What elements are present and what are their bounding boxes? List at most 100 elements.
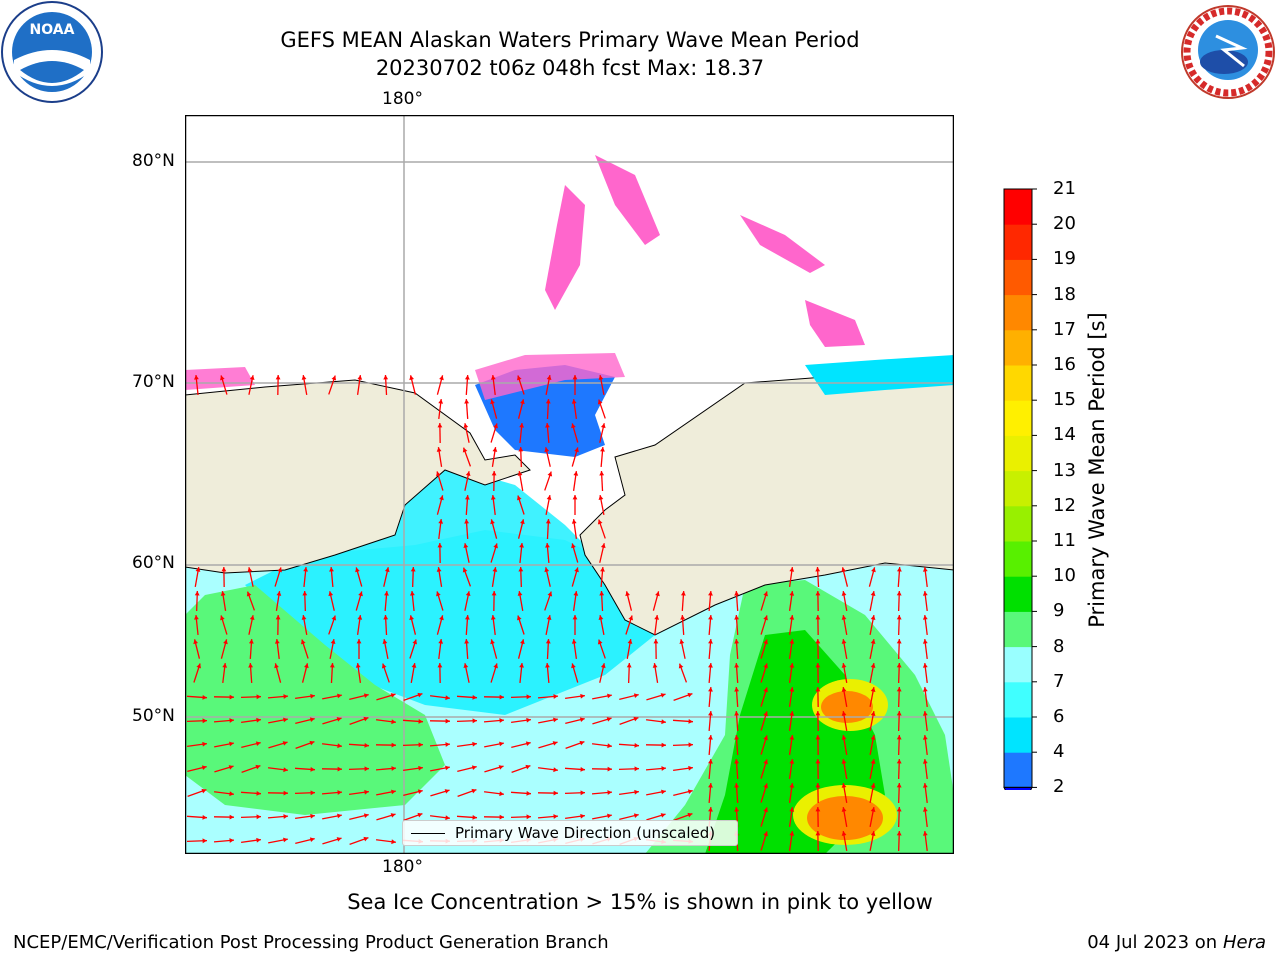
colorbar-tick-label: 14 (1053, 424, 1076, 446)
wave-arrow-head (436, 567, 442, 572)
wave-arrow-head (202, 838, 207, 844)
map-frame (185, 115, 954, 854)
lon-label-top: 180° (382, 89, 423, 109)
wave-arrow-head (547, 471, 553, 477)
wave-arrow-head (445, 695, 450, 701)
wave-arrow-head (491, 471, 497, 476)
wave-arrow-head (490, 375, 496, 380)
wave-arrow-head (249, 639, 254, 644)
wave-arrow-head (708, 615, 713, 620)
wave-arrow-head (687, 692, 693, 698)
wave-arrow-head (763, 711, 768, 717)
wave-arrow-head (571, 639, 577, 644)
wave-arrow-head (600, 567, 605, 572)
colorbar-segment (1004, 611, 1032, 648)
wave-arrow-head (309, 717, 315, 722)
wave-arrow-head (815, 591, 821, 596)
wave-arrow-head (364, 789, 369, 795)
wave-arrow-head (229, 814, 234, 820)
wave-arrow-head (544, 447, 550, 453)
wave-arrow-head (815, 759, 821, 764)
wave-arrow-head (499, 718, 504, 723)
wave-arrow-head (436, 471, 441, 477)
wave-arrow-head (655, 591, 660, 597)
graticule (185, 115, 954, 854)
wave-arrow-head (870, 591, 876, 596)
wave-arrow-head (789, 735, 795, 740)
wave-arrow-head (526, 694, 531, 700)
colorbar-tick-label: 9 (1053, 600, 1065, 622)
wave-arrow-head (462, 567, 468, 573)
wave-arrow-head (301, 615, 307, 620)
wave-arrow-head (896, 639, 902, 644)
wave-arrow-head (331, 375, 337, 381)
alaska-land (579, 372, 954, 636)
wave-arrow-head (572, 375, 578, 380)
wave-arrow-head (763, 807, 768, 813)
lat-label-50: 50°N (132, 706, 175, 726)
colorbar-segment (1004, 541, 1032, 577)
wave-arrow-head (607, 743, 612, 749)
wave-arrow-head (499, 741, 504, 747)
wave-arrow-head (526, 717, 531, 723)
wave-arrow-head (356, 639, 362, 644)
wave-arrow-head (607, 766, 612, 772)
wave-arrow-head (220, 615, 225, 621)
wave-arrow-head (789, 567, 795, 572)
wave-arrow-head (922, 663, 928, 668)
wave-arrow-head (275, 615, 281, 620)
colorbar-tick-label: 21 (1053, 178, 1076, 199)
wave-arrow-head (445, 742, 450, 747)
wave-arrow-head (841, 639, 847, 644)
wave-arrow-head (355, 663, 361, 668)
colorbar-tick-label: 20 (1053, 213, 1076, 235)
wave-arrow-head (580, 693, 585, 699)
colorbar-tick-label: 17 (1053, 318, 1076, 340)
wave-arrow-head (463, 543, 469, 549)
wave-arrow-head (652, 663, 658, 668)
wave-arrow-head (412, 639, 418, 645)
wave-arrow-head (520, 519, 525, 525)
wave-arrow-head (310, 767, 315, 772)
wave-arrow-head (688, 765, 693, 771)
wave-arrow-head (491, 591, 497, 596)
wave-arrow-head (382, 639, 388, 644)
wave-arrow-head (815, 639, 821, 644)
legend-line-swatch (411, 832, 445, 834)
wave-arrow-head (300, 639, 306, 645)
title-line-1: GEFS MEAN Alaskan Waters Primary Wave Me… (280, 28, 860, 52)
wave-arrow-head (545, 399, 551, 404)
wave-arrow-head (815, 783, 821, 788)
wave-arrow-head (627, 639, 633, 644)
wave-arrow-head (328, 591, 334, 597)
colorbar-tick-label: 11 (1053, 530, 1076, 551)
wave-arrow-head (815, 735, 821, 740)
wave-arrow-head (628, 615, 634, 621)
wave-arrow-head (499, 814, 504, 820)
wave-arrow-head (337, 813, 342, 819)
sea-ice-strip-4 (805, 300, 865, 347)
wave-arrow-head (465, 375, 470, 380)
wave-arrow-head (870, 687, 876, 692)
wave-arrow-head (249, 375, 255, 381)
wave-arrow-head (246, 591, 252, 597)
wave-arrow-head (519, 663, 524, 668)
wave-arrow-head (896, 783, 902, 788)
wave-arrow-head (390, 693, 396, 698)
colorbar (1003, 188, 1037, 790)
wave-arrow-head (445, 815, 450, 821)
wave-arrow-head (598, 375, 604, 380)
wave-arrow-head (383, 615, 389, 620)
wave-arrow-head (194, 591, 200, 596)
wave-arrow-head (571, 399, 577, 404)
wave-arrow-head (789, 639, 795, 644)
wave-arrow-head (526, 791, 531, 796)
wave-arrow-head (660, 813, 666, 818)
nws-logo (1181, 5, 1275, 99)
colorbar-segment (1004, 505, 1032, 542)
colorbar-title: Primary Wave Mean Period [s] (1085, 312, 1109, 628)
wave-arrow-head (789, 807, 795, 812)
wave-arrow-head (310, 693, 315, 699)
wave-arrow-head (597, 399, 603, 405)
wave-arrow-head (310, 790, 315, 796)
